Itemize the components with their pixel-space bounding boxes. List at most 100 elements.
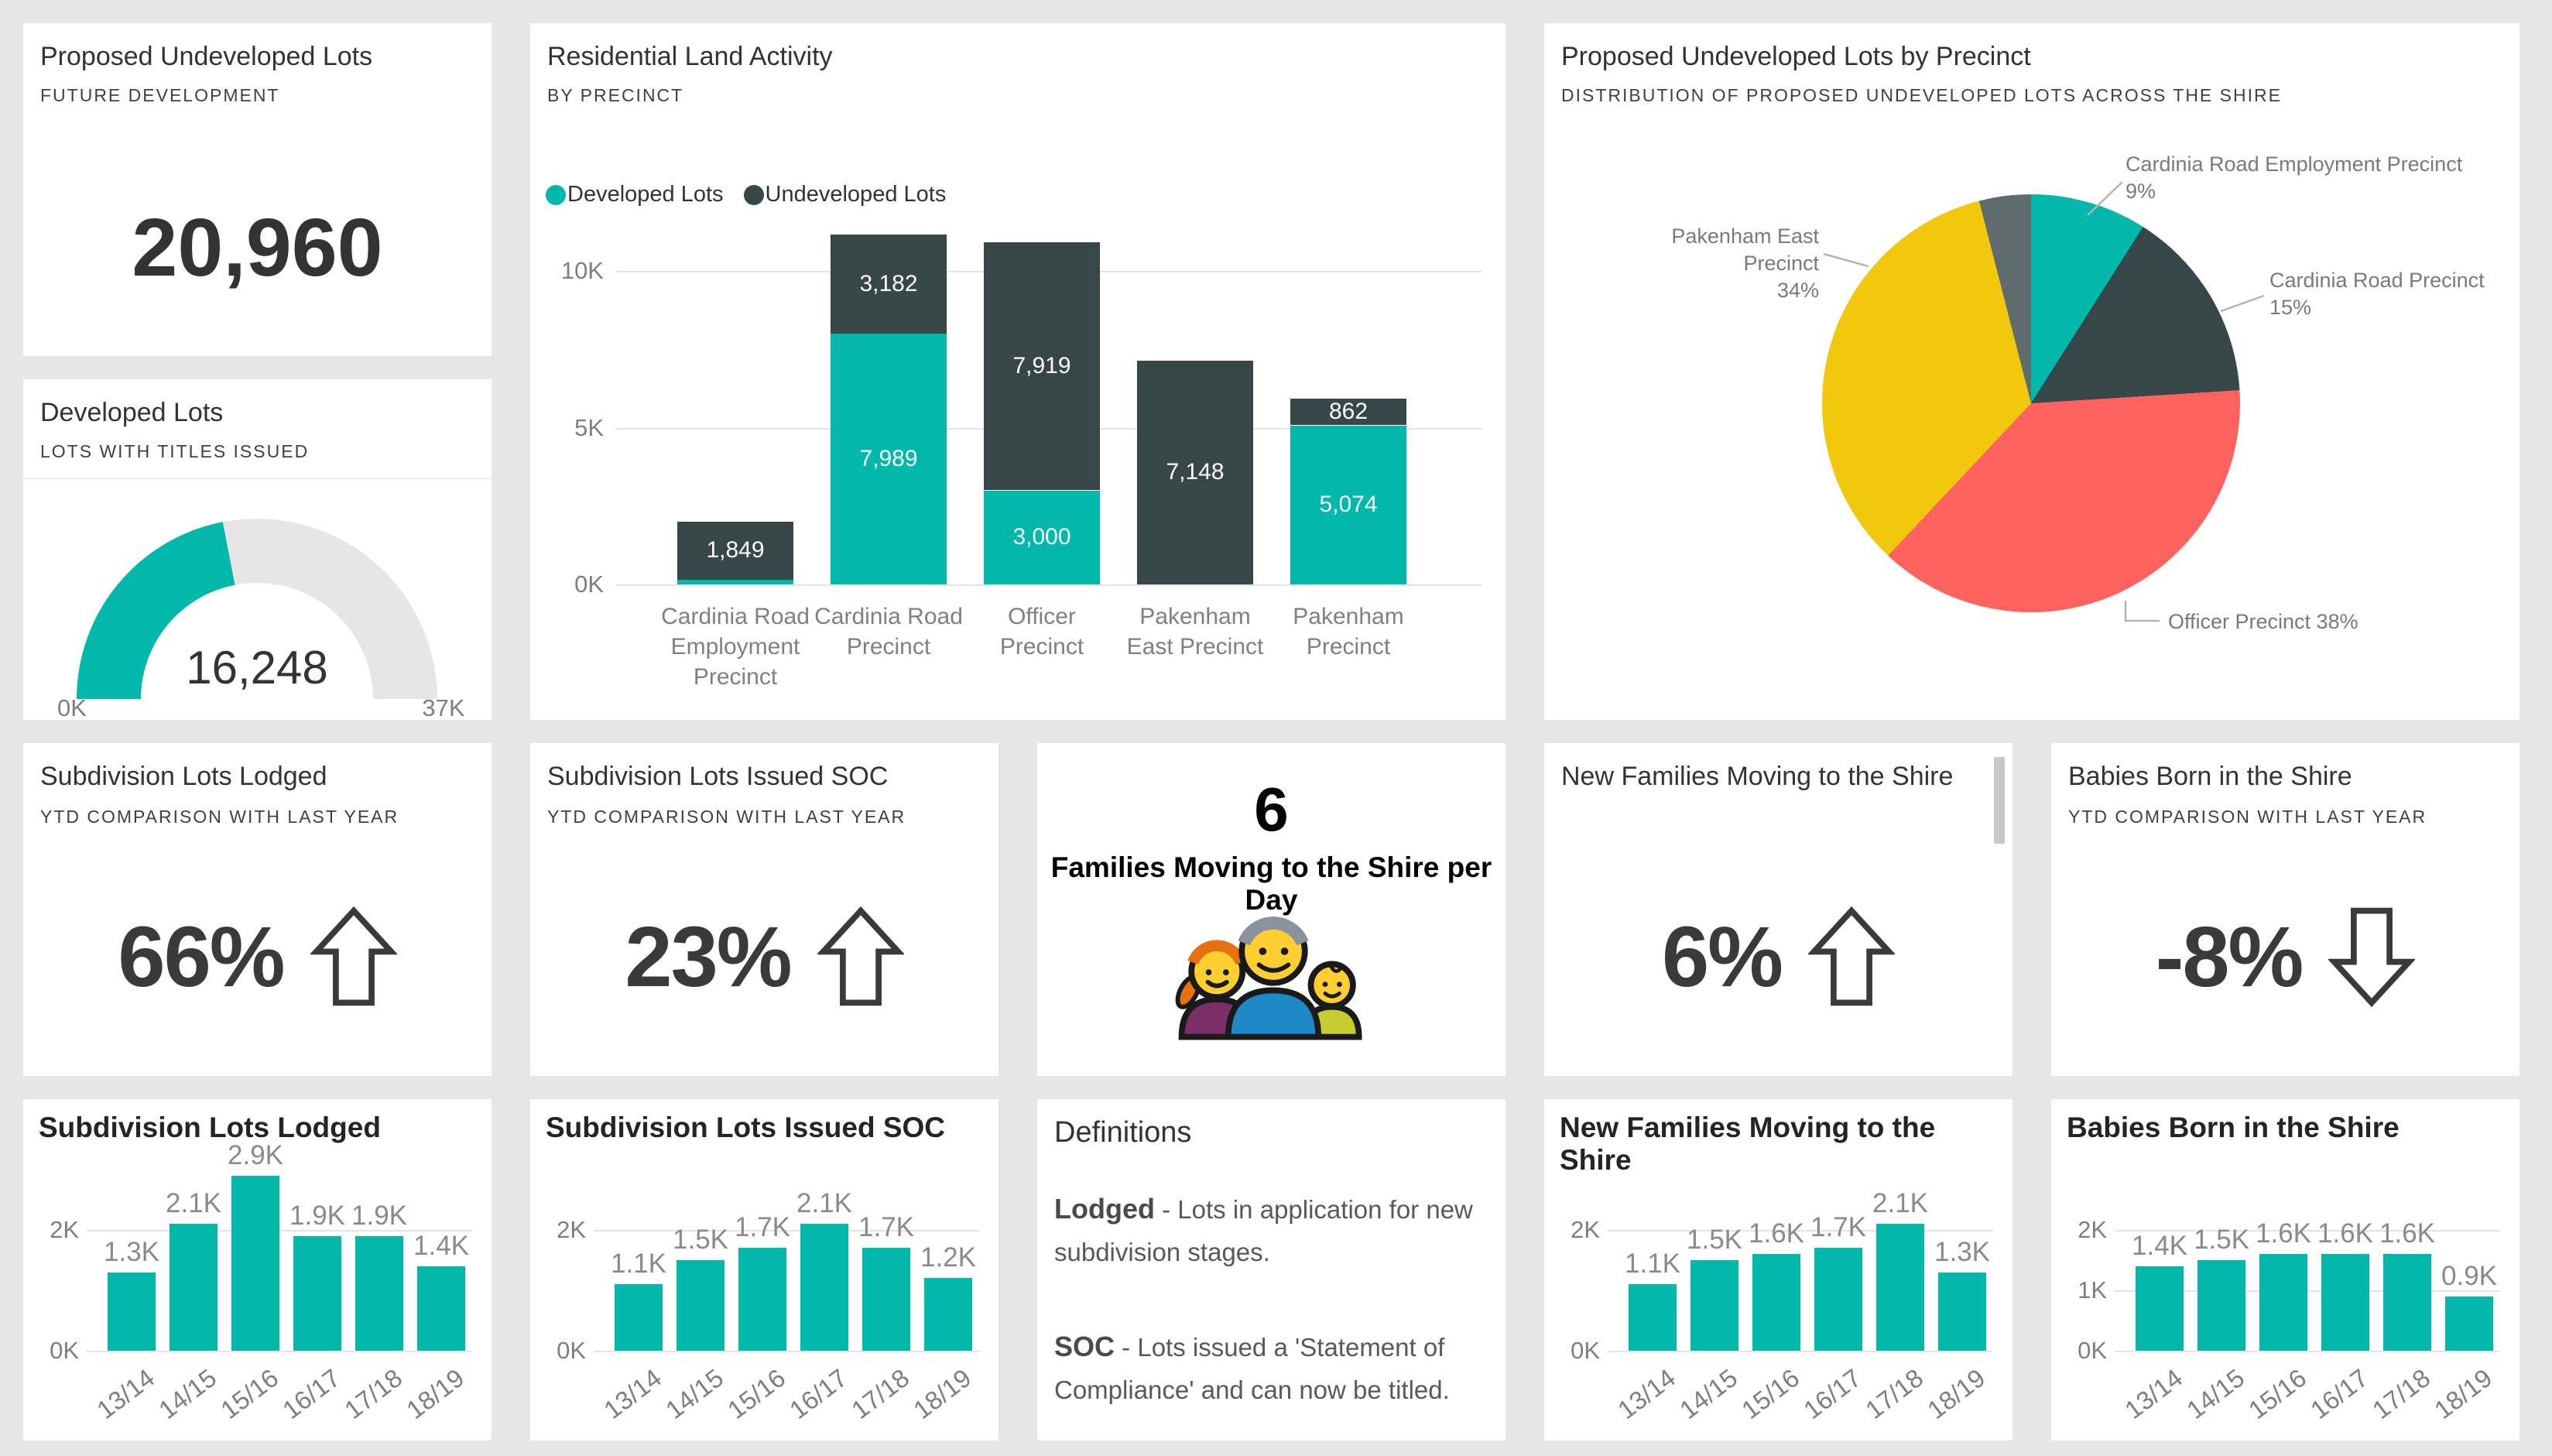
bar-segment[interactable]: 7,919 (984, 242, 1100, 491)
trend-up-icon (1807, 906, 1895, 1006)
gridline (615, 584, 1482, 586)
bar[interactable] (108, 1272, 156, 1351)
bar-value-label: 2.1K (166, 1188, 221, 1219)
x-axis-category: Pakenham East Precinct (1126, 604, 1264, 659)
x-axis-category: 16/17 (277, 1363, 346, 1425)
bar[interactable] (2197, 1260, 2245, 1351)
card-subtitle: FUTURE DEVELOPMENT (40, 85, 280, 105)
card-title: Developed Lots (40, 398, 224, 427)
bar-value-label: 1.3K (104, 1236, 159, 1267)
card-subtitle: LOTS WITH TITLES ISSUED (40, 441, 310, 461)
bar-value-label: 1.6K (2379, 1218, 2435, 1249)
card-families-per-day[interactable]: 6 Families Moving to the Shire per Day (1037, 743, 1506, 1076)
card-kpi-new-families[interactable]: New Families Moving to the Shire 6% (1544, 743, 2012, 1076)
bar[interactable] (2383, 1254, 2431, 1351)
bar[interactable] (1938, 1272, 1986, 1351)
scrollbar-thumb[interactable] (1994, 757, 2005, 844)
gridline (594, 1351, 979, 1352)
bar[interactable] (2259, 1254, 2307, 1351)
x-axis-category: 16/17 (1798, 1363, 1867, 1425)
card-proposed-undeveloped-lots[interactable]: Proposed Undeveloped Lots FUTURE DEVELOP… (23, 23, 492, 356)
new-families-bar-chart[interactable]: 0K 2K 1.1K 13/14 1.5K 14/15 1.6K 15/16 1.7K 16/17… (1560, 1169, 2001, 1432)
legend-item-undeveloped[interactable]: Undeveloped Lots (743, 182, 946, 207)
card-kpi-soc[interactable]: Subdivision Lots Issued SOC YTD COMPARIS… (530, 743, 999, 1076)
card-title: Proposed Undeveloped Lots by Precinct (1561, 42, 2031, 71)
card-kpi-babies[interactable]: Babies Born in the Shire YTD COMPARISON … (2051, 743, 2519, 1076)
bar[interactable] (1752, 1254, 1800, 1351)
card-proposed-lots-by-precinct[interactable]: Proposed Undeveloped Lots by Precinct DI… (1544, 23, 2519, 720)
bar-value-label: 1.1K (611, 1249, 666, 1280)
bar-segment[interactable]: 3,000 (984, 490, 1100, 584)
bar[interactable] (800, 1224, 848, 1351)
bar-segment-label: 7,919 (1012, 353, 1071, 379)
developed-lots-gauge-chart[interactable]: 16,248 0K 37K (43, 492, 472, 716)
bar-segment[interactable]: 7,148 (1137, 360, 1253, 584)
kpi-value: 66% (118, 909, 285, 1005)
bar-segment-label: 7,989 (859, 446, 918, 472)
bar[interactable] (2136, 1266, 2184, 1351)
x-axis-category: 14/15 (2181, 1363, 2250, 1425)
y-axis-tick: 5K (574, 413, 604, 441)
x-axis-category: Pakenham Precinct (1293, 604, 1404, 659)
definition-term: Lodged (1054, 1193, 1155, 1225)
card-kpi-lodged[interactable]: Subdivision Lots Lodged YTD COMPARISON W… (23, 743, 492, 1076)
pie-slice-label: Cardinia Road Precinct 15% (2269, 269, 2485, 320)
bar-value-label: 1.4K (413, 1230, 469, 1261)
card-chart-babies[interactable]: Babies Born in the Shire 0K 1K 2K 1.4K 13/14… (2051, 1099, 2519, 1441)
card-definitions[interactable]: Definitions Lodged - Lots in application… (1037, 1099, 1506, 1441)
bar[interactable] (1814, 1248, 1862, 1351)
family-icon (1175, 916, 1362, 1040)
precinct-pie-chart[interactable] (1822, 194, 2240, 612)
bar-segment[interactable]: 5,074 (1290, 425, 1406, 584)
card-chart-new-families[interactable]: New Families Moving to the Shire 0K 2K 1.1… (1544, 1099, 2012, 1441)
residential-land-activity-chart[interactable]: 0K 5K 10K 1,849 Cardinia Road Employment Pre… (546, 217, 1490, 712)
bar[interactable] (738, 1248, 786, 1351)
bar[interactable] (417, 1266, 465, 1351)
bar[interactable] (1629, 1284, 1677, 1351)
card-subtitle: YTD COMPARISON WITH LAST YEAR (40, 807, 399, 827)
y-axis-tick: 0K (574, 570, 604, 598)
definitions-title: Definitions (1054, 1116, 1192, 1149)
bar[interactable] (2445, 1296, 2493, 1351)
bar-segment[interactable]: 3,182 (831, 234, 947, 334)
bar[interactable] (231, 1175, 279, 1351)
legend: Developed Lots Undeveloped Lots (546, 182, 946, 207)
definition-term: SOC (1054, 1331, 1115, 1362)
bar[interactable] (615, 1284, 663, 1351)
legend-item-developed[interactable]: Developed Lots (546, 182, 724, 207)
x-axis-category: 17/18 (2367, 1363, 2436, 1425)
bar[interactable] (293, 1235, 341, 1351)
babies-bar-chart[interactable]: 0K 1K 2K 1.4K 13/14 1.5K 14/15 1.6K 15/16 1.6K 16/… (2067, 1169, 2508, 1432)
y-axis-tick: 10K (560, 257, 604, 284)
soc-bar-chart[interactable]: 0K 2K 1.1K 13/14 1.5K 14/15 1.7K 15/16 2.1K 16/17… (546, 1169, 987, 1432)
bar[interactable] (924, 1278, 972, 1351)
card-developed-lots-gauge[interactable]: Developed Lots LOTS WITH TITLES ISSUED 1… (23, 379, 492, 720)
bar-segment[interactable] (677, 579, 793, 584)
gridline (87, 1230, 472, 1232)
bar[interactable] (355, 1235, 403, 1351)
lodged-bar-chart[interactable]: 0K 2K 1.3K 13/14 2.1K 14/15 2.9K 15/16 1.9K 16/17… (39, 1140, 480, 1432)
card-residential-land-activity[interactable]: Residential Land Activity BY PRECINCT De… (530, 23, 1506, 720)
bar-value-label: 1.5K (1687, 1225, 1742, 1255)
bar[interactable] (2321, 1254, 2369, 1351)
y-axis-tick: 1K (2078, 1276, 2107, 1304)
bar-segment[interactable]: 7,989 (831, 334, 947, 584)
bar[interactable] (1876, 1224, 1924, 1351)
bar-value-label: 1.5K (2194, 1225, 2249, 1255)
families-per-day-label: Families Moving to the Shire per Day (1050, 851, 1492, 916)
bar-segment[interactable]: 1,849 (677, 522, 793, 580)
bar[interactable] (1690, 1260, 1738, 1351)
card-chart-soc[interactable]: Subdivision Lots Issued SOC 0K 2K 1.1K 13/1… (530, 1099, 999, 1441)
kpi-value: -8% (2155, 909, 2304, 1005)
bar[interactable] (862, 1248, 910, 1351)
chart-title: New Families Moving to the Shire (1560, 1112, 1936, 1176)
card-subtitle: DISTRIBUTION OF PROPOSED UNDEVELOPED LOT… (1561, 85, 2282, 105)
pie-slice-label: Cardinia Road Employment Precinct 9% (2126, 152, 2463, 204)
bar[interactable] (170, 1224, 218, 1351)
bar-value-label: 1.2K (920, 1242, 976, 1273)
bar-segment[interactable]: 862 (1290, 398, 1406, 426)
bar[interactable] (677, 1260, 724, 1351)
card-chart-lodged[interactable]: Subdivision Lots Lodged 0K 2K 1.3K 13/14 2.1… (23, 1099, 492, 1441)
gridline (87, 1351, 472, 1352)
x-axis-category: 13/14 (1612, 1363, 1681, 1425)
